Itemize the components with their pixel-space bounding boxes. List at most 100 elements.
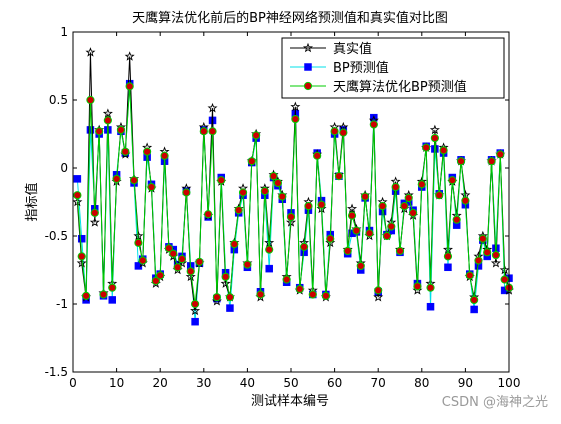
- data-point: [426, 283, 435, 292]
- x-tick-label: 20: [153, 376, 168, 390]
- data-point: [269, 172, 278, 181]
- legend-swatch-marker: [304, 63, 312, 71]
- data-point: [448, 176, 457, 185]
- data-point: [391, 182, 400, 192]
- data-point: [186, 267, 195, 276]
- data-point: [417, 180, 426, 189]
- data-point: [234, 206, 243, 215]
- data-point: [221, 272, 230, 281]
- legend-entry: BP预测值: [290, 60, 389, 76]
- data-point: [124, 51, 135, 61]
- data-point: [108, 296, 116, 304]
- data-point: [177, 255, 187, 264]
- data-point: [429, 124, 440, 135]
- data-point: [116, 125, 126, 135]
- data-point: [190, 299, 200, 309]
- data-point: [413, 282, 422, 291]
- data-point: [373, 291, 384, 302]
- x-tick-label: 80: [414, 376, 429, 390]
- data-point: [190, 305, 201, 316]
- data-point: [85, 47, 96, 57]
- y-tick-label: -1.5: [45, 365, 68, 379]
- data-point: [265, 245, 274, 254]
- data-point: [456, 157, 466, 166]
- data-point: [160, 151, 169, 160]
- x-tick-label: 70: [371, 376, 386, 390]
- data-point: [129, 176, 139, 185]
- data-point: [400, 201, 409, 211]
- data-point: [483, 248, 492, 257]
- data-point: [361, 192, 370, 201]
- data-point: [326, 234, 335, 243]
- data-point: [487, 157, 496, 166]
- data-point: [90, 208, 99, 217]
- data-point: [164, 244, 174, 253]
- y-axis-label: 指标值: [24, 182, 40, 221]
- data-point: [465, 271, 474, 280]
- data-point: [220, 278, 231, 288]
- y-tick-label: 1: [60, 25, 68, 39]
- x-tick-label: 50: [283, 376, 298, 390]
- data-point: [256, 290, 265, 299]
- data-point: [313, 151, 322, 160]
- data-point: [461, 196, 470, 205]
- data-point: [72, 196, 83, 207]
- data-point: [439, 146, 448, 155]
- data-point: [286, 212, 296, 222]
- data-point: [89, 217, 100, 227]
- data-point: [273, 178, 283, 188]
- data-point: [347, 211, 357, 220]
- legend-entry: 天鹰算法优化BP预测值: [290, 79, 467, 95]
- data-point: [404, 193, 413, 203]
- data-point: [278, 192, 287, 201]
- data-point: [147, 182, 156, 192]
- y-tick-label: -1: [56, 297, 68, 311]
- data-point: [173, 263, 182, 272]
- legend-swatch-marker: [302, 42, 314, 53]
- data-point: [343, 246, 352, 256]
- data-point: [151, 276, 160, 285]
- legend-label: 天鹰算法优化BP预测值: [333, 79, 467, 95]
- ticks-layer: 0 10 20 30 40 50 60 70 80 90 100 -1.5 -1 -0.5 0 0.5 1: [45, 25, 521, 390]
- data-point: [238, 188, 248, 197]
- y-tick-label: -0.5: [45, 229, 68, 243]
- x-axis-label: 测试样本编号: [251, 394, 329, 409]
- data-point: [408, 208, 418, 217]
- data-point: [102, 108, 113, 118]
- data-point: [378, 201, 387, 211]
- data-point: [112, 174, 121, 183]
- plot-layer: [72, 47, 515, 326]
- data-point: [125, 82, 134, 91]
- data-point: [291, 114, 300, 124]
- x-tick-label: 100: [498, 376, 521, 390]
- data-point: [304, 201, 313, 211]
- data-point: [435, 191, 444, 200]
- data-point: [77, 234, 86, 243]
- data-point: [395, 246, 405, 256]
- data-point: [204, 210, 213, 219]
- data-point: [217, 176, 226, 185]
- x-tick-label: 0: [69, 376, 77, 390]
- data-point: [321, 291, 330, 300]
- data-point: [470, 295, 479, 305]
- legend-entry: 真实值: [290, 41, 372, 57]
- data-point: [243, 260, 252, 269]
- data-point: [99, 290, 108, 299]
- data-point: [430, 133, 439, 143]
- y-tick-label: 0.5: [49, 93, 68, 107]
- data-point: [143, 147, 152, 156]
- legend-label: BP预测值: [333, 60, 389, 76]
- data-point: [308, 290, 317, 299]
- data-point: [295, 284, 304, 294]
- data-point: [76, 257, 87, 268]
- data-point: [426, 302, 435, 311]
- data-point: [156, 271, 165, 280]
- data-point: [225, 293, 235, 302]
- data-point: [208, 127, 217, 136]
- data-point: [121, 147, 130, 156]
- data-point: [490, 257, 501, 268]
